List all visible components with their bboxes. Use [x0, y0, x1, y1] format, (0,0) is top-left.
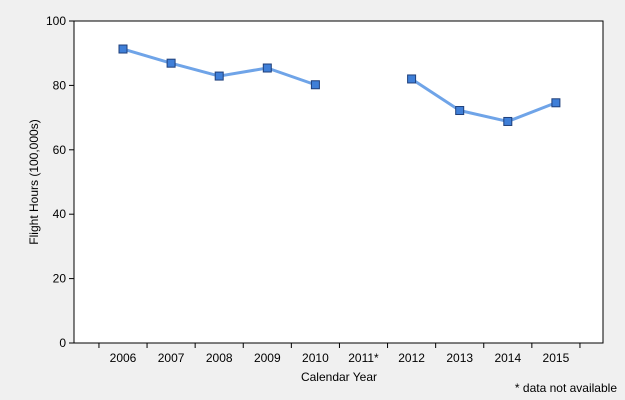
- series-line-segment: [410, 77, 557, 123]
- data-point: [118, 44, 128, 54]
- x-tick-label: 2015: [543, 351, 570, 365]
- data-point: [166, 58, 176, 68]
- x-axis-title: Calendar Year: [301, 370, 377, 384]
- x-tick-label: 2008: [206, 351, 233, 365]
- x-tick-label: 2013: [446, 351, 473, 365]
- series-markers: [118, 44, 561, 126]
- x-tick-label: 2014: [494, 351, 521, 365]
- x-tick-label: 2006: [110, 351, 137, 365]
- y-tick-label: 100: [46, 14, 66, 28]
- x-tick-label: 2009: [254, 351, 281, 365]
- y-axis-title: Flight Hours (100,000s): [27, 119, 41, 244]
- data-point: [455, 106, 465, 116]
- x-tick-label: 2007: [158, 351, 185, 365]
- x-tick-label: 2010: [302, 351, 329, 365]
- data-point: [503, 116, 513, 126]
- data-point: [551, 98, 561, 108]
- data-point: [214, 71, 224, 81]
- x-axis-ticks: 2006 2007 2008 2009 2010 2011* 2012 2013 2014 201…: [98, 343, 581, 365]
- y-axis-ticks: 0 20 40 60 80 100: [46, 14, 74, 350]
- y-tick-label: 0: [59, 336, 66, 350]
- y-tick-label: 60: [53, 143, 67, 157]
- data-point: [262, 63, 272, 73]
- footnote: * data not available: [515, 381, 617, 395]
- y-tick-label: 80: [53, 78, 67, 92]
- x-tick-label: 2011*: [348, 351, 379, 365]
- y-tick-label: 20: [53, 272, 67, 286]
- x-tick-label: 2012: [398, 351, 425, 365]
- data-point: [310, 80, 320, 90]
- plot-area: [73, 20, 604, 344]
- y-tick-label: 40: [53, 207, 67, 221]
- data-point: [407, 74, 417, 84]
